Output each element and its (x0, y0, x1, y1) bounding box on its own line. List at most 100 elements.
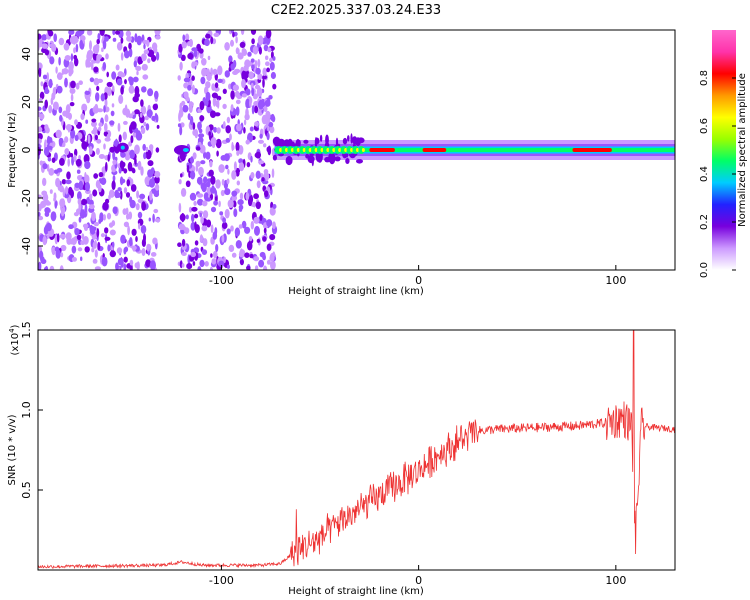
heatmap-cell (271, 168, 275, 178)
heatmap-cell (101, 256, 108, 267)
heatmap-cell (131, 168, 136, 174)
heatmap-cell (192, 152, 197, 160)
heatmap-cell (265, 61, 270, 66)
heatmap-cell (96, 38, 100, 45)
heatmap-cell (74, 119, 78, 126)
heatmap-cell (255, 151, 261, 159)
heatmap-cell (248, 236, 253, 242)
heatmap-cell (125, 192, 131, 198)
heatmap-cell (91, 247, 95, 253)
heatmap-cell (350, 133, 353, 144)
spectrogram-x-ticks: -100 0 100 (209, 265, 626, 287)
heatmap-cell (149, 260, 156, 270)
heatmap-cell (58, 56, 61, 66)
heatmap-cell (119, 190, 123, 200)
heatmap-cell (194, 221, 197, 230)
heatmap-cell (134, 85, 140, 96)
heatmap-cell (338, 148, 342, 152)
heatmap-cell (140, 225, 147, 234)
heatmap-cell (296, 148, 300, 152)
heatmap-cell (107, 244, 111, 252)
heatmap-cell (245, 88, 251, 96)
chart-title: C2E2.2025.337.03.24.E33 (271, 3, 441, 18)
heatmap-cell (230, 39, 234, 47)
heatmap-cell (112, 159, 117, 165)
heatmap-cell (67, 112, 72, 120)
heatmap-cell (287, 138, 293, 145)
heatmap-cell (255, 170, 261, 179)
heatmap-cell (59, 157, 65, 166)
heatmap-cell (80, 113, 85, 120)
heatmap-cell (78, 216, 82, 223)
heatmap-cell (133, 60, 137, 68)
heatmap-cell (135, 203, 140, 211)
heatmap-cell (103, 214, 106, 221)
heatmap-cell (328, 146, 335, 154)
heatmap-cell (225, 137, 231, 143)
heatmap-cell (84, 90, 91, 95)
heatmap-cell (95, 43, 100, 51)
heatmap-cell (261, 75, 268, 80)
heatmap-cell (262, 236, 267, 242)
heatmap-cell (238, 224, 243, 229)
heatmap-cell (140, 99, 144, 107)
heatmap-cell (205, 151, 211, 160)
heatmap-cell (266, 146, 270, 153)
heatmap-cell (68, 67, 74, 75)
heatmap-cell (192, 61, 198, 66)
heatmap-cell (275, 146, 282, 154)
heatmap-cell (356, 148, 359, 152)
heatmap-cell (87, 134, 91, 144)
heatmap-cell (134, 157, 137, 165)
heatmap-cell (71, 245, 77, 254)
heatmap-cell (98, 126, 102, 132)
heatmap-cell (42, 235, 47, 246)
heatmap-cell (265, 110, 271, 121)
heatmap-cell (191, 206, 198, 212)
heatmap-cell (128, 113, 133, 119)
heatmap-cell (96, 54, 101, 64)
heatmap-cell (94, 266, 101, 270)
heatmap-cell (199, 100, 205, 111)
heatmap-cell (45, 222, 52, 232)
heatmap-cell (107, 154, 110, 162)
heatmap-cell (199, 234, 203, 243)
heatmap-cell (54, 199, 58, 209)
y-tick-label: -20 (20, 189, 33, 207)
heatmap-cell (143, 152, 147, 160)
heatmap-cell (132, 76, 139, 83)
heatmap-cell (76, 208, 81, 215)
heatmap-cell (246, 162, 251, 168)
heatmap-cell (181, 41, 187, 49)
heatmap-cell (198, 128, 203, 134)
heatmap-cell (182, 148, 189, 152)
heatmap-cell (320, 148, 324, 152)
heatmap-cell (187, 52, 194, 60)
heatmap-cell (234, 90, 240, 98)
heatmap-cell (123, 221, 129, 228)
heatmap-cell (115, 64, 120, 71)
heatmap-cell (138, 222, 141, 230)
heatmap-cell (81, 233, 85, 240)
heatmap-cell (245, 139, 250, 145)
heatmap-cell (59, 233, 66, 239)
heatmap-cell (245, 192, 250, 201)
heatmap-cell (98, 122, 103, 127)
heatmap-cell (285, 155, 293, 166)
heatmap-cell (136, 70, 139, 76)
heatmap-cell (73, 154, 77, 162)
heatmap-cell (243, 119, 247, 126)
colorbar-tick-label: 0.0 (699, 262, 710, 278)
heatmap-cell (96, 228, 100, 238)
heatmap-cell (115, 30, 120, 35)
heatmap-cell (269, 126, 275, 134)
heatmap-cell (234, 68, 241, 74)
heatmap-cell (100, 233, 106, 238)
heatmap-cell (71, 257, 77, 262)
heatmap-cell (97, 78, 103, 83)
heatmap-cell (266, 219, 273, 227)
heatmap-cell (226, 264, 230, 269)
heatmap-cell (147, 49, 155, 58)
heatmap-cell (201, 225, 208, 232)
snr-y-label: SNR (10 * v/v) (7, 414, 18, 485)
